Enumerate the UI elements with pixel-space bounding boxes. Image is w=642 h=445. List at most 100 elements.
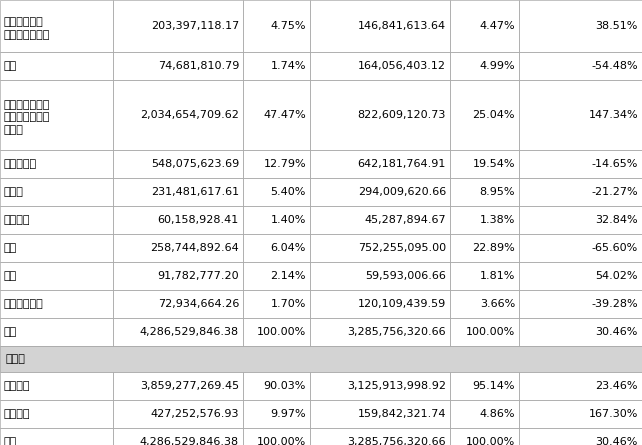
Text: 料等）: 料等） [4, 125, 24, 135]
Bar [310, 318, 450, 346]
Bar [310, 428, 450, 445]
Bar [243, 52, 310, 80]
Bar [243, 150, 310, 178]
Bar [519, 234, 642, 262]
Bar [450, 0, 519, 52]
Text: 822,609,120.73: 822,609,120.73 [358, 110, 446, 120]
Text: 其他业务收入: 其他业务收入 [4, 299, 44, 309]
Bar [243, 400, 310, 428]
Text: -54.48%: -54.48% [591, 61, 638, 71]
Bar [310, 80, 450, 150]
Bar [310, 262, 450, 290]
Bar [113, 206, 243, 234]
Bar [243, 206, 310, 234]
Bar [310, 400, 450, 428]
Text: 146,841,613.64: 146,841,613.64 [358, 21, 446, 31]
Bar [0, 372, 113, 400]
Bar [450, 428, 519, 445]
Bar [113, 0, 243, 52]
Bar [519, 80, 642, 150]
Text: 12.79%: 12.79% [263, 159, 306, 169]
Bar [310, 318, 450, 346]
Text: 23.46%: 23.46% [596, 381, 638, 391]
Bar [113, 318, 243, 346]
Text: 钨、钨合金等）: 钨、钨合金等） [4, 30, 50, 40]
Text: 国内销售: 国内销售 [4, 381, 31, 391]
Text: 4.99%: 4.99% [480, 61, 515, 71]
Bar [0, 234, 113, 262]
Bar [519, 318, 642, 346]
Bar [113, 52, 243, 80]
Bar [113, 428, 243, 445]
Text: 1.74%: 1.74% [270, 61, 306, 71]
Bar [0, 318, 113, 346]
Bar [113, 206, 243, 234]
Bar [519, 372, 642, 400]
Bar [310, 80, 450, 150]
Bar [113, 150, 243, 178]
Bar [519, 400, 642, 428]
Text: 25.04%: 25.04% [473, 110, 515, 120]
Bar [450, 234, 519, 262]
Text: 9.97%: 9.97% [270, 409, 306, 419]
Bar [450, 262, 519, 290]
Bar [450, 372, 519, 400]
Text: 贸易: 贸易 [4, 243, 17, 253]
Bar [0, 178, 113, 206]
Text: 72,934,664.26: 72,934,664.26 [158, 299, 239, 309]
Bar [0, 178, 113, 206]
Text: 159,842,321.74: 159,842,321.74 [358, 409, 446, 419]
Bar [113, 80, 243, 150]
Text: 4.47%: 4.47% [480, 21, 515, 31]
Bar [310, 150, 450, 178]
Bar [519, 52, 642, 80]
Text: 3,285,756,320.66: 3,285,756,320.66 [347, 437, 446, 445]
Bar [243, 234, 310, 262]
Bar [310, 206, 450, 234]
Bar [450, 372, 519, 400]
Text: 3.66%: 3.66% [480, 299, 515, 309]
Bar [450, 80, 519, 150]
Bar [113, 80, 243, 150]
Bar [243, 178, 310, 206]
Bar [450, 234, 519, 262]
Text: 59,593,006.66: 59,593,006.66 [365, 271, 446, 281]
Bar [0, 80, 113, 150]
Text: 91,782,777.20: 91,782,777.20 [157, 271, 239, 281]
Text: 752,255,095.00: 752,255,095.00 [358, 243, 446, 253]
Bar [243, 150, 310, 178]
Bar [0, 80, 113, 150]
Bar [113, 52, 243, 80]
Text: 100.00%: 100.00% [465, 327, 515, 337]
Bar [310, 372, 450, 400]
Text: 54.02%: 54.02% [596, 271, 638, 281]
Bar [450, 52, 519, 80]
Bar [519, 150, 642, 178]
Text: 1.70%: 1.70% [271, 299, 306, 309]
Bar [519, 234, 642, 262]
Bar [450, 150, 519, 178]
Text: 2.14%: 2.14% [270, 271, 306, 281]
Bar [519, 318, 642, 346]
Text: 电子废弃物: 电子废弃物 [4, 159, 37, 169]
Bar [310, 400, 450, 428]
Bar [243, 80, 310, 150]
Text: 95.14%: 95.14% [473, 381, 515, 391]
Bar [519, 428, 642, 445]
Text: 45,287,894.67: 45,287,894.67 [365, 215, 446, 225]
Text: 国外销售: 国外销售 [4, 409, 31, 419]
Bar [243, 234, 310, 262]
Bar [243, 0, 310, 52]
Text: 258,744,892.64: 258,744,892.64 [150, 243, 239, 253]
Bar [519, 178, 642, 206]
Bar [0, 150, 113, 178]
Text: 100.00%: 100.00% [257, 327, 306, 337]
Bar [519, 372, 642, 400]
Bar [519, 290, 642, 318]
Text: 548,075,623.69: 548,075,623.69 [151, 159, 239, 169]
Bar [450, 80, 519, 150]
Bar [0, 206, 113, 234]
Bar [310, 290, 450, 318]
Bar [519, 262, 642, 290]
Bar [243, 290, 310, 318]
